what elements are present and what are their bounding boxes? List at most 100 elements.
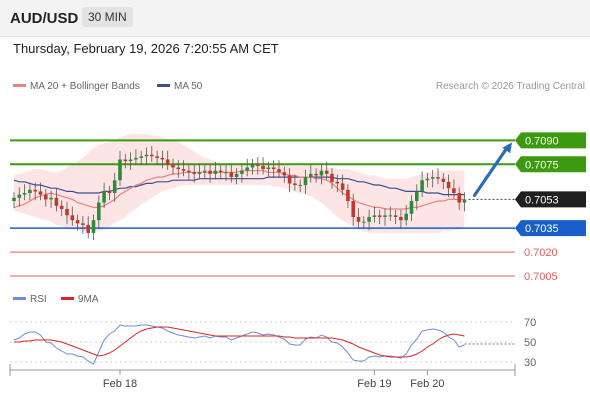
rsi-line	[13, 324, 465, 365]
candle-body	[425, 178, 430, 181]
ma50-line	[13, 176, 465, 196]
candle-body	[224, 172, 228, 174]
candle-46	[256, 157, 260, 175]
candle-body	[415, 191, 419, 201]
candle-4	[33, 182, 37, 201]
candle-body	[160, 157, 165, 160]
candle-50	[277, 160, 281, 178]
candle-body	[282, 172, 287, 176]
candle-34	[192, 165, 196, 183]
candle-body	[81, 223, 85, 225]
legend-ma50-label: MA 50	[174, 81, 203, 92]
candle-58	[319, 163, 324, 185]
candle-10	[65, 201, 69, 225]
candle-body	[261, 165, 265, 170]
rsi-tick-1: 50	[524, 337, 536, 349]
candle-33	[187, 165, 191, 180]
candle-body	[12, 197, 16, 201]
candle-41	[229, 163, 234, 183]
candle-17	[102, 182, 106, 209]
candle-body	[144, 154, 149, 157]
current-price-label: 0.7053	[525, 194, 559, 206]
candle-body	[256, 164, 260, 166]
candle-49	[271, 160, 276, 178]
candle-body	[367, 216, 371, 222]
candle-body	[277, 169, 281, 173]
candle-body	[75, 220, 80, 224]
candle-body	[187, 170, 191, 173]
candle-28	[160, 150, 165, 169]
candle-body	[436, 177, 440, 179]
candle-body	[324, 170, 329, 174]
candle-37	[208, 163, 212, 183]
candle-body	[420, 180, 424, 192]
candle-77	[420, 171, 424, 198]
candle-body	[319, 170, 324, 176]
candle-body	[59, 205, 64, 209]
candle-body	[287, 175, 292, 184]
candle-6	[44, 189, 48, 207]
candle-36	[203, 165, 207, 180]
candle-40	[224, 165, 228, 182]
legend-ma20: MA 20 + Bollinger Bands	[13, 81, 140, 92]
candle-59	[324, 161, 329, 180]
candle-body	[372, 215, 377, 217]
candle-body	[393, 215, 398, 217]
candle-body	[176, 167, 181, 170]
candle-26	[150, 145, 154, 162]
rsi-tick-0: 70	[524, 317, 536, 329]
candle-47	[261, 157, 265, 175]
candle-13	[81, 216, 85, 234]
candle-body	[86, 224, 90, 233]
rsi-swatch	[13, 296, 26, 300]
candle-body	[457, 193, 461, 203]
legend-rsi: RSI	[13, 294, 47, 305]
x-axis: Feb 18 Feb 19 Feb 20	[9, 364, 516, 390]
candle-29	[165, 150, 170, 170]
candle-body	[309, 173, 313, 178]
candle-body	[351, 201, 355, 217]
candle-body	[293, 183, 297, 186]
candle-body	[245, 167, 249, 171]
candle-body	[234, 173, 239, 178]
candle-75	[409, 195, 414, 221]
candle-31	[176, 160, 181, 178]
rsi-ma-line	[14, 326, 465, 358]
legend-ma50: MA 50	[157, 81, 202, 92]
x-tick-label-2: Feb 20	[410, 378, 444, 390]
candle-63	[346, 184, 350, 209]
candle-54	[298, 179, 302, 193]
bollinger-bands	[14, 134, 465, 233]
candle-53	[293, 174, 297, 191]
candle-body	[203, 170, 207, 173]
candle-76	[415, 184, 419, 210]
candle-body	[38, 191, 43, 195]
candle-84	[457, 187, 461, 210]
legend-rsi-ma: 9MA	[61, 294, 99, 305]
bollinger-band-fill	[14, 134, 465, 233]
candle-65	[356, 208, 361, 228]
x-tick-label-1: Feb 19	[357, 378, 391, 390]
candle-body	[208, 170, 212, 174]
candle-71	[388, 206, 393, 221]
rsi-tick-2: 30	[524, 357, 536, 369]
candle-32	[181, 160, 186, 177]
candle-body	[240, 170, 244, 174]
candle-body	[134, 157, 138, 160]
candle-11	[70, 206, 75, 226]
candle-body	[123, 159, 128, 162]
projection-arrow-head	[502, 142, 512, 154]
candle-body	[441, 178, 446, 182]
candle-74	[404, 204, 408, 226]
candle-9	[59, 200, 64, 217]
candle-78	[425, 173, 430, 188]
chart-header: AUD/USD 30 MIN	[0, 0, 590, 37]
candle-body	[340, 183, 345, 190]
candle-24	[139, 150, 143, 166]
candle-23	[134, 149, 138, 166]
candle-3	[28, 184, 32, 201]
candle-16	[97, 195, 101, 229]
candle-body	[383, 215, 387, 217]
candle-35	[197, 163, 202, 180]
timeframe-badge[interactable]: 30 MIN	[82, 7, 133, 27]
